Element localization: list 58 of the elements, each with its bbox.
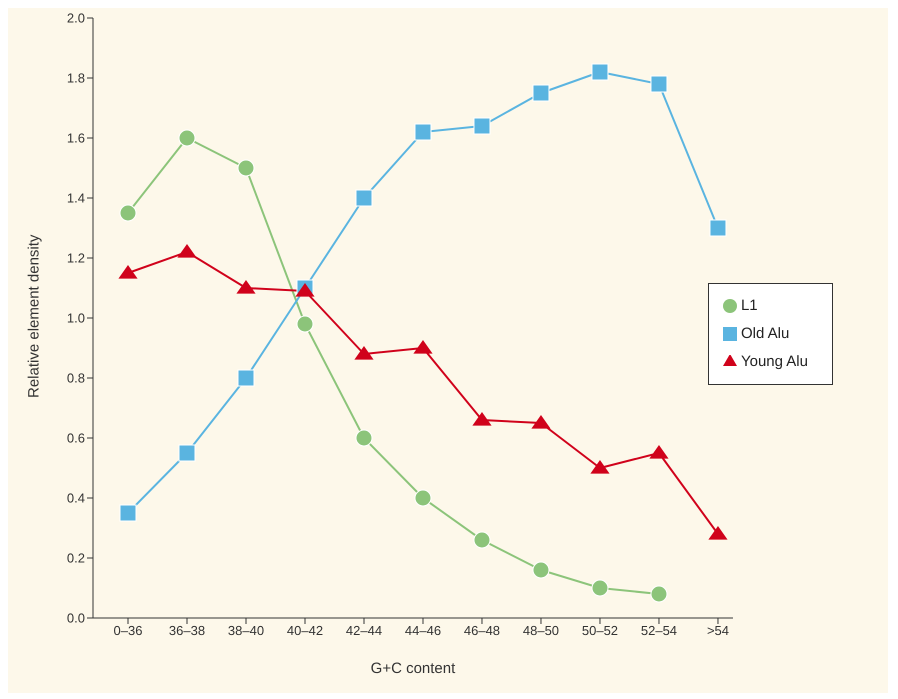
point	[236, 280, 256, 294]
x-tick-label: 36–38	[168, 623, 206, 638]
legend-label: L1	[740, 297, 758, 314]
point	[237, 370, 254, 386]
point	[709, 220, 726, 236]
y-tick-label: 1.8	[66, 70, 85, 86]
x-tick-label: 0–36	[114, 623, 142, 638]
x-tick-label: >54	[706, 623, 729, 638]
point	[178, 130, 196, 146]
point	[120, 204, 136, 222]
x-tick-label: 52–54	[640, 623, 678, 638]
point	[414, 490, 432, 506]
x-tick-label: 50–52	[582, 623, 618, 638]
point	[118, 265, 138, 279]
point	[414, 124, 432, 140]
y-tick-label: 1.0	[66, 310, 85, 326]
x-tick-label: 48–50	[522, 623, 560, 638]
point	[473, 118, 490, 134]
point	[120, 504, 136, 522]
legend-label: Old Alu	[740, 325, 790, 342]
point	[355, 430, 372, 446]
point	[296, 316, 314, 332]
x-tick-label: 42–44	[346, 623, 382, 638]
point	[413, 340, 433, 354]
point	[532, 562, 550, 578]
point	[649, 445, 669, 459]
point	[473, 532, 490, 548]
x-tick-label: 40–42	[286, 623, 324, 638]
point	[355, 190, 372, 206]
point	[708, 526, 728, 540]
point	[650, 586, 668, 602]
point	[295, 283, 315, 297]
y-tick-label: 1.6	[66, 130, 85, 146]
point	[472, 412, 492, 426]
point	[531, 415, 551, 429]
y-tick-label: 0.2	[66, 550, 85, 566]
point	[354, 346, 374, 360]
y-tick-label: 0.0	[66, 610, 85, 626]
y-tick-label: 2.0	[66, 10, 85, 26]
y-tick-label: 1.2	[66, 250, 85, 266]
x-axis-title: G+C content	[370, 660, 456, 677]
y-tick-label: 0.4	[66, 490, 85, 506]
point	[178, 444, 196, 462]
legend-label: Young Alu	[740, 353, 808, 370]
y-axis-title: Relative element density	[25, 234, 42, 398]
y-tick-label: 0.6	[66, 430, 85, 446]
x-tick-label: 44–46	[404, 623, 442, 638]
point	[532, 84, 550, 102]
x-tick-label: 38–40	[228, 623, 264, 638]
point	[590, 460, 610, 474]
point	[650, 76, 668, 92]
y-tick-label: 1.4	[66, 190, 85, 206]
point	[177, 244, 197, 258]
y-tick-label: 0.8	[66, 370, 85, 386]
x-tick-label: 46–48	[464, 623, 500, 638]
point	[591, 64, 608, 80]
point	[237, 160, 254, 176]
point	[591, 580, 608, 596]
